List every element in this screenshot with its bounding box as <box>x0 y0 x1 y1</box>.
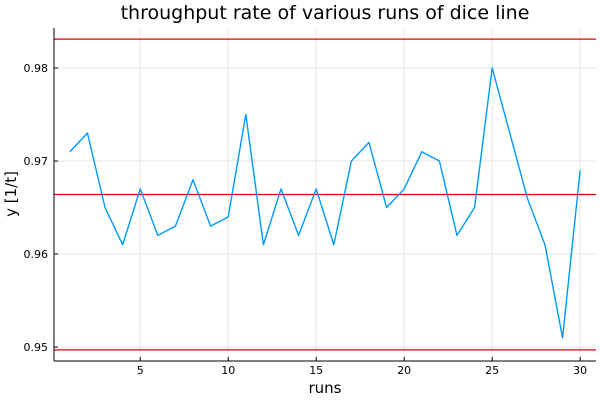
tick-labels: 5 10 15 20 25 30 0.95 0.96 0.97 0.98 <box>24 62 588 377</box>
axes <box>53 28 596 362</box>
data-point-run-3 <box>104 206 107 209</box>
data-point-run-12 <box>262 243 265 246</box>
data-point-run-17 <box>350 160 353 163</box>
data-point-run-20 <box>403 187 406 190</box>
series-line-1 <box>69 67 581 339</box>
data-point-run-25 <box>491 66 494 69</box>
data-point-run-19 <box>385 206 388 209</box>
chart-title: throughput rate of various runs of dice … <box>121 2 530 24</box>
data-point-run-2 <box>86 132 89 135</box>
data-point-run-21 <box>420 150 423 153</box>
data-point-run-8 <box>192 178 195 181</box>
data-point-run-7 <box>174 225 177 228</box>
data-point-run-1 <box>68 150 71 153</box>
series-layer <box>68 66 582 339</box>
x-tick-label-20: 20 <box>397 364 411 377</box>
data-point-run-28 <box>543 243 546 246</box>
data-point-run-24 <box>473 206 476 209</box>
x-axis-label: runs <box>309 379 342 397</box>
data-point-run-18 <box>367 141 370 144</box>
data-point-run-29 <box>561 336 564 339</box>
data-point-run-26 <box>508 132 511 135</box>
y-axis-label: y [1/t] <box>2 171 20 217</box>
data-point-run-22 <box>438 160 441 163</box>
y-tick-label-0.96: 0.96 <box>24 248 49 261</box>
x-tick-label-5: 5 <box>137 364 144 377</box>
reference-lines <box>54 38 596 351</box>
x-tick-label-15: 15 <box>309 364 323 377</box>
data-point-run-9 <box>209 225 212 228</box>
y-tick-label-0.95: 0.95 <box>24 341 49 354</box>
x-tick-label-30: 30 <box>573 364 587 377</box>
data-point-run-15 <box>315 187 318 190</box>
data-point-run-10 <box>227 215 230 218</box>
y-tick-label-0.98: 0.98 <box>24 62 49 75</box>
data-point-run-13 <box>280 187 283 190</box>
x-tick-label-25: 25 <box>485 364 499 377</box>
data-point-run-6 <box>156 234 159 237</box>
x-tick-label-10: 10 <box>221 364 235 377</box>
data-point-run-16 <box>332 243 335 246</box>
data-point-run-4 <box>121 243 124 246</box>
data-point-run-30 <box>579 169 582 172</box>
data-point-run-5 <box>139 187 142 190</box>
data-point-run-11 <box>244 113 247 116</box>
y-tick-label-0.97: 0.97 <box>24 155 49 168</box>
data-point-run-14 <box>297 234 300 237</box>
data-point-run-27 <box>526 197 529 200</box>
data-point-run-23 <box>455 234 458 237</box>
